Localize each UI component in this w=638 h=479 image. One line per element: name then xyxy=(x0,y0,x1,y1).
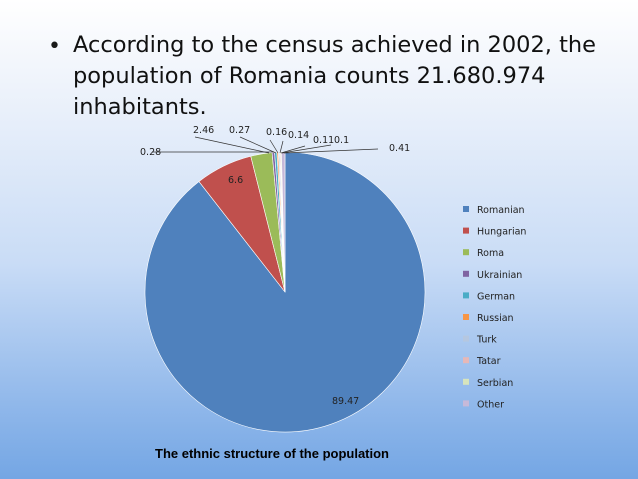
legend-label-german: German xyxy=(477,291,515,302)
data-label-other: 0.41 xyxy=(389,143,410,154)
legend-label-serbian: Serbian xyxy=(477,378,513,389)
legend-label-turk: Turk xyxy=(476,335,497,346)
leader-line-serbian xyxy=(281,144,332,154)
legend-swatch-roma xyxy=(463,249,469,256)
legend-swatch-serbian xyxy=(463,378,469,385)
legend-label-tatar: Tatar xyxy=(476,356,501,367)
data-label-turk: 0.14 xyxy=(288,130,309,141)
leader-line-tatar xyxy=(280,145,306,154)
legend-swatch-ukrainian xyxy=(463,270,469,277)
leader-line-russian xyxy=(269,139,279,154)
leader-line-german xyxy=(239,136,277,154)
data-label-romanian: 89.47 xyxy=(332,396,359,407)
bullet-text: According to the census achieved in 2002… xyxy=(73,32,596,120)
legend-label-ukrainian: Ukrainian xyxy=(477,270,522,281)
data-label-tatar: 0.11 xyxy=(313,135,334,146)
legend-swatch-romanian xyxy=(463,206,469,212)
data-label-ukrainian: 0.28 xyxy=(140,147,161,158)
data-label-russian: 0.16 xyxy=(266,127,287,138)
legend-label-other: Other xyxy=(477,399,504,410)
leader-line-other xyxy=(283,148,379,154)
legend-swatch-turk xyxy=(463,335,469,342)
data-label-serbian: 0.1 xyxy=(334,135,349,146)
legend-swatch-german xyxy=(463,292,469,299)
legend-swatch-russian xyxy=(463,314,469,320)
leader-line-roma xyxy=(194,136,270,154)
bullet-dot: • xyxy=(48,34,61,59)
legend-swatch-tatar xyxy=(463,357,469,364)
data-label-roma: 2.46 xyxy=(193,125,214,136)
chart-caption: The ethnic structure of the population xyxy=(155,446,389,461)
legend-label-hungarian: Hungarian xyxy=(477,227,526,238)
legend-swatch-hungarian xyxy=(463,227,469,234)
legend-label-roma: Roma xyxy=(477,248,504,259)
legend-label-romanian: Romanian xyxy=(477,205,525,216)
data-label-german: 0.27 xyxy=(229,125,250,136)
legend-swatch-other xyxy=(463,400,469,407)
leader-line-turk xyxy=(279,140,284,154)
legend-label-russian: Russian xyxy=(477,313,514,324)
data-label-hungarian: 6.6 xyxy=(228,175,243,186)
